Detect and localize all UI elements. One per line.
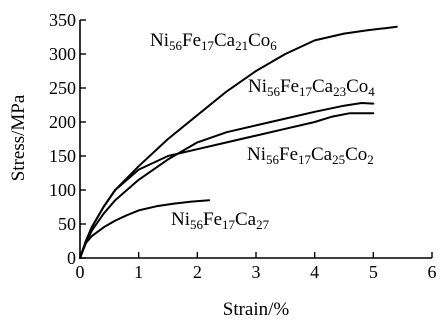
series-label-element: Co (345, 144, 367, 165)
series-label-ca27: Ni56Fe17Ca27 (171, 209, 270, 232)
x-tick-label: 6 (428, 262, 437, 282)
x-tick-label: 0 (76, 262, 85, 282)
series-label-element: Ca (214, 30, 236, 51)
series-label-subscript: 4 (368, 84, 375, 99)
series-label-subscript: 17 (222, 217, 236, 232)
x-tick-label: 3 (252, 262, 261, 282)
series-label-subscript: 23 (333, 84, 346, 99)
y-tick-label: 100 (49, 180, 76, 200)
series-label-subscript: 56 (267, 84, 281, 99)
y-tick-label: 350 (49, 10, 76, 30)
y-tick-label: 50 (58, 214, 76, 234)
x-tick-label: 2 (193, 262, 202, 282)
x-axis-title: Strain/% (223, 299, 290, 320)
series-label-element: Ni (171, 209, 190, 230)
series-label-element: Ni (150, 30, 169, 51)
curve-ca23 (79, 102, 375, 259)
tick-marks (79, 19, 433, 259)
series-label-subscript: 56 (169, 38, 183, 53)
x-tick-label: 1 (134, 262, 143, 282)
y-axis-title: Stress/MPa (8, 94, 29, 181)
curve-ca25 (79, 112, 375, 259)
series-label-element: Ca (235, 209, 257, 230)
y-tick-label: 300 (49, 44, 76, 64)
series-label-subscript: 27 (256, 217, 270, 232)
series-label-element: Ni (247, 144, 266, 165)
series-label-element: Ca (312, 76, 334, 97)
series-label-element: Fe (182, 30, 201, 51)
series-label-subscript: 56 (266, 152, 280, 167)
series-label-subscript: 56 (190, 217, 204, 232)
series-label-subscript: 21 (235, 38, 248, 53)
x-tick-label: 4 (310, 262, 319, 282)
series-label-element: Co (346, 76, 368, 97)
series-label-element: Fe (279, 144, 298, 165)
series-label-element: Ca (311, 144, 333, 165)
series-labels: Ni56Fe17Ca21Co6Ni56Fe17Ca23Co4Ni56Fe17Ca… (150, 30, 375, 232)
series-label-ca21: Ni56Fe17Ca21Co6 (150, 30, 277, 53)
y-tick-label: 250 (49, 78, 76, 98)
series-label-element: Ni (248, 76, 267, 97)
series-label-subscript: 6 (270, 38, 277, 53)
series-label-element: Fe (280, 76, 299, 97)
series-label-ca23: Ni56Fe17Ca23Co4 (248, 76, 375, 99)
curve-ca27 (79, 199, 211, 259)
series-label-subscript: 17 (299, 84, 313, 99)
x-tick-label: 5 (369, 262, 378, 282)
series-label-subscript: 17 (298, 152, 312, 167)
curves (79, 25, 398, 259)
series-label-element: Fe (203, 209, 222, 230)
y-tick-label: 0 (67, 248, 76, 268)
y-tick-label: 200 (49, 112, 76, 132)
series-label-subscript: 17 (201, 38, 215, 53)
series-label-subscript: 25 (332, 152, 345, 167)
series-label-element: Co (248, 30, 270, 51)
series-label-subscript: 2 (367, 152, 374, 167)
series-label-ca25: Ni56Fe17Ca25Co2 (247, 144, 374, 167)
y-tick-label: 150 (49, 146, 76, 166)
